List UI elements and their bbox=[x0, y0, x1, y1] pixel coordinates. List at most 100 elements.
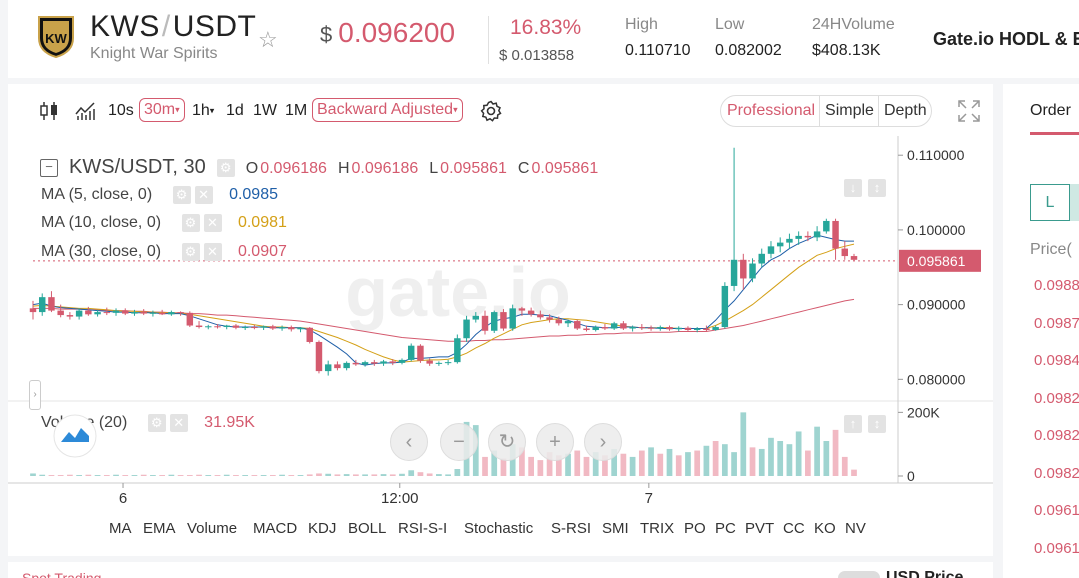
ma10-settings-icon[interactable]: ⚙ bbox=[181, 214, 200, 232]
indicator-macd[interactable]: MACD bbox=[253, 520, 298, 537]
hodl-link[interactable]: Gate.io HODL & E bbox=[933, 29, 1079, 49]
pane-up-icon[interactable]: ↑ bbox=[844, 415, 862, 433]
scroll-left-button[interactable]: ‹ bbox=[390, 423, 428, 461]
interval-30m[interactable]: 30m▾ bbox=[139, 98, 185, 122]
volume-bar bbox=[30, 473, 36, 476]
tradingview-mini-icon[interactable] bbox=[53, 414, 97, 458]
indicator-smi[interactable]: SMI bbox=[602, 520, 629, 537]
indicator-cc[interactable]: CC bbox=[783, 520, 805, 537]
indicator-boll[interactable]: BOLL bbox=[348, 520, 387, 537]
layout-l-button[interactable]: L bbox=[1030, 184, 1070, 221]
favorite-star-icon[interactable]: ☆ bbox=[258, 27, 278, 52]
candle-body bbox=[592, 327, 599, 331]
indicator-nv[interactable]: NV bbox=[845, 520, 866, 537]
pane-collapse-icon[interactable]: ↕ bbox=[868, 179, 886, 197]
indicator-s-rsi[interactable]: S-RSI bbox=[551, 520, 592, 537]
tab-order[interactable]: Order bbox=[1030, 102, 1071, 119]
order-price-row[interactable]: 0.0988 bbox=[1034, 277, 1079, 294]
legend-settings-icon[interactable]: ⚙ bbox=[216, 159, 235, 178]
order-price-row[interactable]: 0.0982 bbox=[1034, 389, 1079, 407]
volume-bar bbox=[694, 450, 701, 476]
volume-bar bbox=[94, 475, 101, 476]
indicator-volume[interactable]: Volume bbox=[187, 520, 238, 537]
interval-1m[interactable]: 1M bbox=[285, 102, 308, 119]
candle-body bbox=[749, 263, 756, 279]
candlestick-type-icon[interactable] bbox=[38, 100, 60, 122]
order-price-row[interactable]: 0.0982 bbox=[1034, 427, 1079, 444]
time-axis-label: 6 bbox=[119, 490, 127, 507]
chart-toolbar: 10s 30m▾ 1h▾ 1d 1W 1M Backward Adjusted▾… bbox=[8, 84, 993, 136]
mode-depth[interactable]: Depth bbox=[877, 96, 931, 126]
indicator-pc[interactable]: PC bbox=[715, 520, 736, 537]
scroll-right-button[interactable]: › bbox=[584, 423, 622, 461]
volume-bar bbox=[832, 429, 839, 476]
order-price-row[interactable]: 0.0961 bbox=[1034, 502, 1079, 519]
collapse-icon[interactable]: − bbox=[40, 159, 58, 178]
ma5-close-icon[interactable]: ✕ bbox=[194, 186, 213, 204]
ma30-settings-icon[interactable]: ⚙ bbox=[181, 243, 200, 261]
volume-bar bbox=[316, 473, 322, 476]
order-price-row[interactable]: 0.0982 bbox=[1034, 464, 1079, 482]
pane-close-icon[interactable]: ↕ bbox=[868, 415, 886, 433]
candle-body bbox=[306, 327, 313, 342]
candle-body bbox=[629, 327, 636, 329]
order-price-row[interactable]: 0.0984 bbox=[1034, 352, 1079, 369]
indicator-kdj[interactable]: KDJ bbox=[308, 520, 337, 537]
volume-bar bbox=[731, 452, 737, 476]
candle-body bbox=[850, 256, 858, 260]
candle-body bbox=[675, 327, 682, 330]
layout-alt-button[interactable] bbox=[1070, 184, 1079, 221]
candle-body bbox=[38, 297, 46, 313]
candle-body bbox=[334, 364, 341, 369]
high-value-legend: 0.096186 bbox=[351, 160, 419, 177]
fullscreen-icon[interactable] bbox=[956, 98, 982, 124]
order-price-row[interactable]: 0.0987 bbox=[1034, 314, 1079, 332]
candle-body bbox=[638, 327, 646, 329]
interval-1h[interactable]: 1h▾ bbox=[192, 102, 214, 120]
indicator-stochastic[interactable]: Stochastic bbox=[464, 520, 534, 537]
ma30-close-icon[interactable]: ✕ bbox=[203, 243, 222, 261]
indicator-ma[interactable]: MA bbox=[109, 520, 132, 537]
candle-body bbox=[112, 310, 120, 313]
candlestick-chart[interactable]: gate.io 0.110000 0.100000 0.090000 0.080000 0… bbox=[8, 136, 993, 556]
zoom-out-button[interactable]: − bbox=[440, 423, 478, 461]
mode-simple[interactable]: Simple bbox=[819, 96, 878, 126]
candle-body bbox=[454, 338, 461, 363]
volume-bar bbox=[583, 456, 590, 476]
spot-trading-tab[interactable]: Spot Trading bbox=[22, 570, 102, 578]
interval-1d[interactable]: 1d bbox=[226, 102, 244, 119]
indicator-ema[interactable]: EMA bbox=[143, 520, 176, 537]
indicator-ko[interactable]: KO bbox=[814, 520, 836, 537]
drawing-panel-toggle[interactable]: › bbox=[29, 380, 41, 410]
indicator-pvt[interactable]: PVT bbox=[745, 520, 775, 537]
volume-bar bbox=[140, 474, 147, 476]
indicator-trix[interactable]: TRIX bbox=[640, 520, 675, 537]
order-price-row[interactable]: 0.0961 bbox=[1034, 539, 1079, 557]
indicator-po[interactable]: PO bbox=[684, 520, 706, 537]
zoom-in-button[interactable]: + bbox=[536, 423, 574, 461]
volume-bar bbox=[48, 475, 55, 476]
usd-price-toggle[interactable] bbox=[838, 571, 880, 578]
volume-close-icon[interactable]: ✕ bbox=[169, 414, 188, 432]
candle-body bbox=[546, 317, 553, 320]
indicators-icon[interactable] bbox=[74, 100, 96, 122]
interval-1h-label: 1h bbox=[192, 102, 210, 119]
volume-bar bbox=[297, 475, 304, 476]
candle-body bbox=[352, 362, 360, 365]
mode-professional[interactable]: Professional bbox=[727, 102, 816, 119]
ma5-settings-icon[interactable]: ⚙ bbox=[172, 186, 191, 204]
pane-down-icon[interactable]: ↓ bbox=[844, 179, 862, 197]
interval-1w[interactable]: 1W bbox=[253, 102, 277, 119]
adjust-dropdown[interactable]: Backward Adjusted▾ bbox=[312, 98, 463, 122]
candle-body bbox=[721, 285, 729, 328]
interval-10s[interactable]: 10s bbox=[108, 102, 134, 119]
volume-bar bbox=[260, 475, 267, 476]
volume-bar bbox=[150, 475, 156, 476]
candle-body bbox=[537, 314, 544, 318]
volume-settings-icon[interactable]: ⚙ bbox=[147, 414, 166, 432]
settings-gear-icon[interactable] bbox=[480, 100, 502, 122]
indicator-rsi-s-i[interactable]: RSI-S-I bbox=[398, 520, 448, 537]
ma10-close-icon[interactable]: ✕ bbox=[203, 214, 222, 232]
reset-chart-button[interactable]: ↻ bbox=[488, 423, 526, 461]
candle-body bbox=[804, 235, 812, 238]
